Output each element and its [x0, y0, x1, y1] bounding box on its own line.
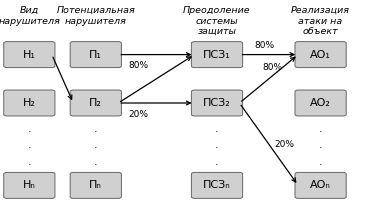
Text: Преодоление
системы
защиты: Преодоление системы защиты — [183, 6, 251, 36]
Text: 80%: 80% — [263, 63, 283, 72]
Text: .: . — [215, 140, 219, 150]
Text: Реализация
атаки на
объект: Реализация атаки на объект — [291, 6, 350, 36]
Text: Н₁: Н₁ — [23, 50, 36, 60]
FancyBboxPatch shape — [192, 172, 243, 198]
Text: .: . — [215, 124, 219, 134]
Text: ПСЗ₁: ПСЗ₁ — [203, 50, 231, 60]
FancyBboxPatch shape — [4, 90, 55, 116]
Text: АОₙ: АОₙ — [310, 180, 331, 190]
Text: .: . — [94, 157, 98, 167]
Text: .: . — [319, 124, 323, 134]
FancyBboxPatch shape — [4, 172, 55, 198]
Text: .: . — [27, 124, 31, 134]
Text: 20%: 20% — [274, 140, 294, 149]
Text: П₂: П₂ — [90, 98, 102, 108]
Text: .: . — [27, 140, 31, 150]
Text: ПСЗ₂: ПСЗ₂ — [203, 98, 231, 108]
Text: 80%: 80% — [255, 41, 275, 50]
FancyBboxPatch shape — [295, 42, 346, 68]
FancyBboxPatch shape — [295, 90, 346, 116]
Text: АО₁: АО₁ — [310, 50, 331, 60]
FancyBboxPatch shape — [295, 172, 346, 198]
Text: АО₂: АО₂ — [310, 98, 331, 108]
Text: .: . — [319, 140, 323, 150]
Text: .: . — [27, 157, 31, 167]
Text: Н₂: Н₂ — [23, 98, 36, 108]
Text: .: . — [94, 124, 98, 134]
FancyBboxPatch shape — [192, 42, 243, 68]
FancyBboxPatch shape — [70, 42, 122, 68]
Text: .: . — [215, 157, 219, 167]
FancyBboxPatch shape — [192, 90, 243, 116]
FancyBboxPatch shape — [70, 90, 122, 116]
Text: Потенциальная
нарушителя: Потенциальная нарушителя — [56, 6, 135, 26]
FancyBboxPatch shape — [4, 42, 55, 68]
FancyBboxPatch shape — [70, 172, 122, 198]
Text: Нₙ: Нₙ — [23, 180, 36, 190]
Text: .: . — [94, 140, 98, 150]
Text: П₁: П₁ — [90, 50, 102, 60]
Text: Вид
нарушителя: Вид нарушителя — [0, 6, 60, 26]
Text: 80%: 80% — [129, 61, 149, 70]
Text: Пₙ: Пₙ — [90, 180, 102, 190]
Text: ПСЗₙ: ПСЗₙ — [203, 180, 231, 190]
Text: .: . — [319, 157, 323, 167]
Text: 20%: 20% — [129, 110, 149, 119]
